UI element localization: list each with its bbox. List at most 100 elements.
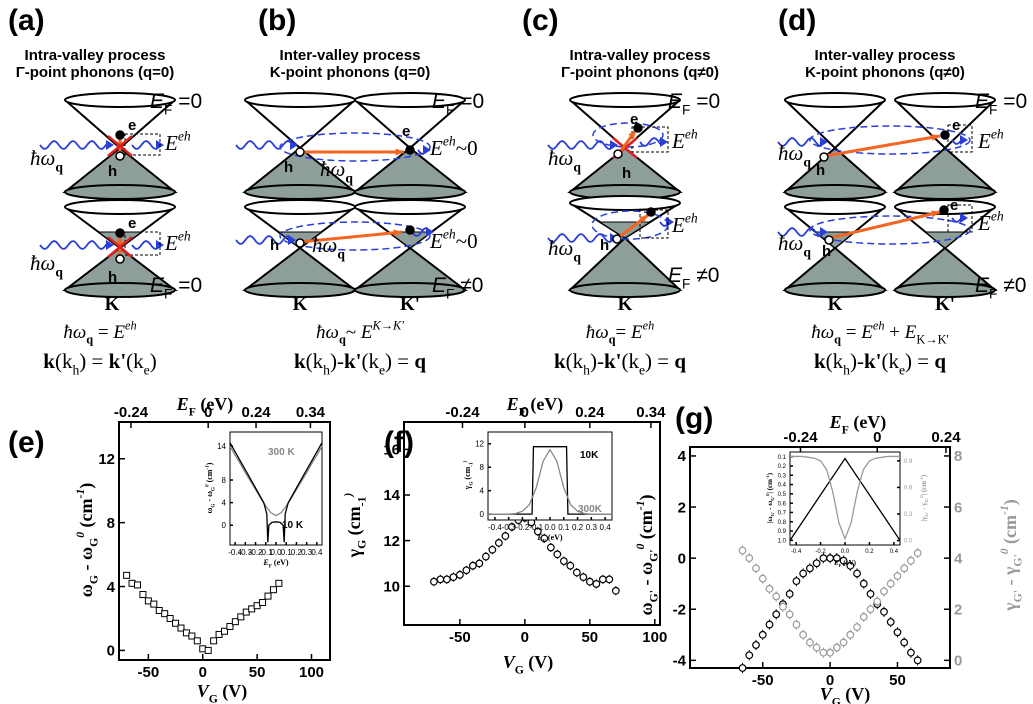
text-part: k' (604, 349, 622, 373)
hole (115, 151, 125, 161)
rich-text: Eeh~0 (429, 227, 478, 253)
point (210, 637, 218, 645)
text-part: E (668, 264, 683, 287)
text-part: q (803, 244, 811, 259)
y-tick-label: 0.9 (778, 529, 787, 535)
rich-text: EF =0 (668, 90, 720, 117)
text-part: (b) (258, 4, 296, 37)
curve (229, 442, 323, 543)
x-tick-label: 50 (249, 664, 266, 681)
text-part: k' (109, 349, 127, 373)
point (765, 620, 774, 629)
text-part: q (55, 159, 63, 174)
x-tick-label: 0.2 (865, 549, 874, 555)
annotation: 300 K (268, 447, 295, 458)
y-tick-label: -4 (673, 653, 687, 670)
rich-text: EF (eV) (829, 412, 887, 436)
panel-label: (e) (8, 426, 45, 459)
text-part: ) (636, 494, 657, 500)
x-tick-label: -0.4 (488, 523, 502, 532)
x-tick-label: 0.0 (544, 523, 556, 532)
point (859, 579, 868, 588)
text-part: 0 (74, 532, 87, 538)
text-part: E (432, 90, 447, 113)
point (221, 627, 228, 635)
text-part: h (600, 237, 609, 254)
x2-tick-label: 0 (204, 404, 212, 421)
rich-text: Intra-valley process (570, 47, 711, 64)
y-tick-label: 16 (383, 442, 400, 459)
cone-base (64, 184, 176, 200)
rich-text: EF (eV) (506, 394, 564, 418)
text-part: |ω (766, 516, 774, 523)
text-part: (V) (524, 652, 554, 673)
text-part: Intra-valley process (25, 47, 166, 64)
text-part: γ (1000, 602, 1020, 612)
rich-text: ħωq (548, 236, 581, 264)
text-part: ω (636, 602, 656, 615)
text-part: ≠0 (997, 274, 1026, 297)
text-part: K (828, 294, 843, 315)
rich-text: h (816, 162, 825, 179)
point (853, 569, 861, 578)
x-tick-label: 0.2 (291, 548, 303, 557)
arrow-head (960, 213, 968, 223)
rich-text: K' (935, 294, 955, 315)
curve (789, 457, 901, 541)
x-tick-label: 0.4 (311, 548, 323, 557)
rich-text: ħωq = Eeh + EK→K' (811, 318, 949, 346)
text-part: γ (344, 548, 364, 558)
text-part: E (432, 274, 447, 297)
text-part: F (543, 538, 546, 544)
arrow-head (290, 140, 298, 150)
hole (613, 149, 623, 159)
text-part: eh (125, 318, 137, 332)
rich-text: Inter-valley process (280, 47, 421, 64)
rich-text: ωG - ωG0 (cm-1) (74, 483, 101, 598)
point (752, 564, 760, 573)
x-tick-label: 0.4 (600, 523, 612, 532)
point (259, 598, 267, 606)
text-part: (V) (218, 681, 248, 702)
x-tick-label: 0.0 (841, 549, 850, 555)
point (546, 543, 555, 552)
y-tick-label: 12 (475, 440, 484, 449)
plot-frame (789, 451, 901, 546)
x-tick-label: 0.3 (586, 523, 598, 532)
text-part: G (87, 575, 100, 584)
point (799, 630, 808, 639)
y-tick-label: 14 (383, 487, 400, 504)
point (585, 577, 594, 586)
text-part: - ω (636, 562, 656, 590)
transition-arrow (824, 134, 941, 158)
phonon-wave (777, 227, 823, 237)
text-part: ~0 (456, 136, 478, 160)
text-part: (k (566, 349, 584, 373)
rich-text: h (108, 269, 117, 286)
y-tick-label: 1.0 (778, 538, 787, 544)
arrow-head (116, 236, 124, 245)
rich-text: k(kh)-k'(ke) = q (294, 349, 426, 377)
text-part: eh (991, 127, 1004, 142)
text-part: G (832, 695, 841, 704)
arrow-head (426, 227, 434, 237)
point (275, 579, 283, 587)
x-tick-label: 0.1 (281, 548, 293, 557)
point (123, 571, 131, 579)
cone-base (894, 282, 996, 298)
text-part: K' (935, 294, 955, 315)
text-part: E (977, 211, 991, 235)
rich-text: k(kh)-k'(ke) = q (554, 349, 686, 377)
hole (295, 238, 305, 248)
rich-text: e (402, 123, 410, 140)
text-part: eh (991, 209, 1004, 224)
y-tick-label: -2 (673, 601, 686, 618)
text-part: V (820, 684, 834, 704)
rich-text: Eeh (164, 129, 191, 155)
rich-text: (a) (8, 4, 45, 37)
cone-fill (598, 221, 652, 239)
text-part: h (72, 362, 79, 377)
point (819, 648, 828, 657)
rich-text: ħωq (778, 141, 811, 169)
